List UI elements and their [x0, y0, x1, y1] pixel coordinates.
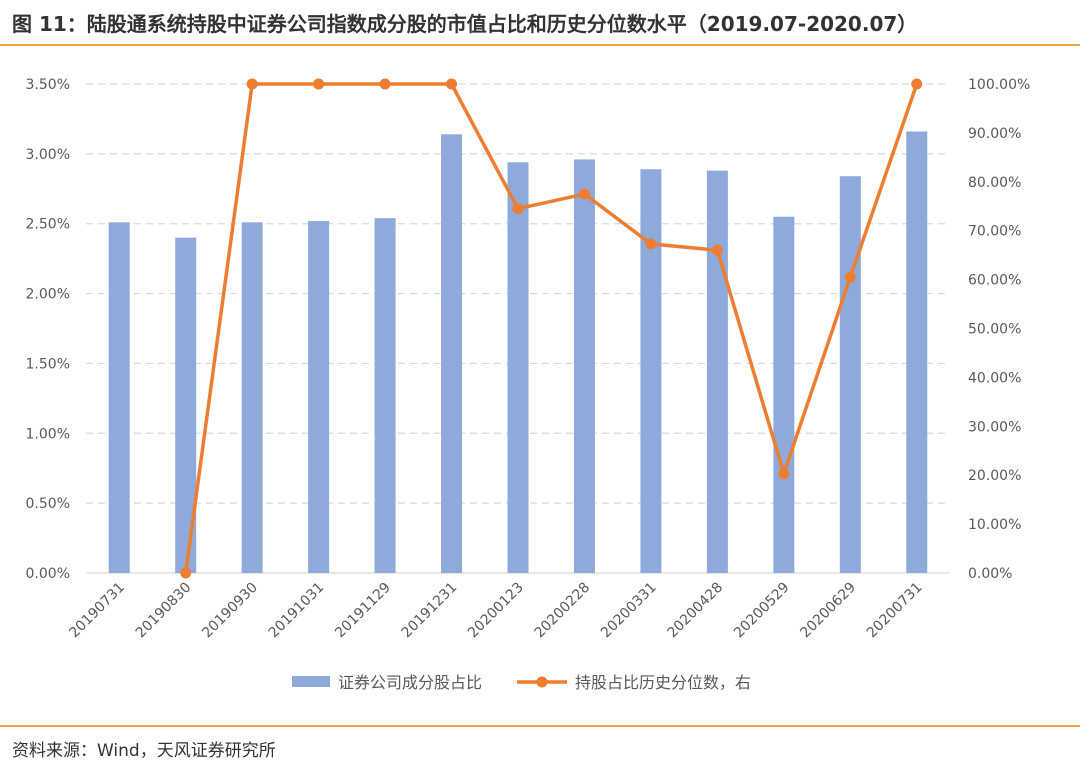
bar	[108, 222, 130, 573]
line-point	[778, 468, 790, 480]
legend-bar-label: 证券公司成分股占比	[338, 673, 482, 692]
bar	[640, 169, 662, 573]
bar	[706, 170, 728, 573]
left-tick-label: 3.00%	[26, 147, 70, 163]
bar	[241, 222, 263, 573]
x-tick-label: 20200629	[797, 580, 859, 642]
bar	[906, 131, 928, 573]
right-tick-label: 20.00%	[968, 468, 1021, 484]
x-tick-label: 20191231	[399, 580, 461, 642]
line-point	[645, 238, 657, 250]
line-point	[246, 78, 258, 90]
right-tick-label: 70.00%	[968, 224, 1021, 240]
x-tick-label: 20200228	[532, 580, 594, 642]
bar-series	[108, 131, 928, 574]
line-point	[180, 567, 192, 579]
x-tick-label: 20200731	[864, 580, 926, 642]
legend: 证券公司成分股占比 持股占比历史分位数，右	[292, 673, 751, 692]
bar	[374, 218, 396, 573]
x-tick-label: 20191129	[332, 580, 394, 642]
bar	[573, 159, 595, 573]
x-tick-label: 20200428	[665, 580, 727, 642]
x-tick-label: 20200331	[598, 580, 660, 642]
right-tick-label: 0.00%	[968, 566, 1012, 582]
right-tick-label: 10.00%	[968, 517, 1021, 533]
line-point	[313, 78, 325, 90]
line-point	[844, 271, 856, 283]
line-point	[911, 78, 923, 90]
right-tick-label: 80.00%	[968, 175, 1021, 191]
x-axis-ticks: 20190731 20190830 20190930 20191031 20191129…	[66, 580, 925, 642]
right-tick-label: 60.00%	[968, 273, 1021, 289]
right-tick-label: 50.00%	[968, 322, 1021, 338]
line-point	[711, 244, 723, 256]
x-tick-label: 20190930	[199, 580, 261, 642]
x-tick-label: 20191031	[266, 580, 328, 642]
left-tick-label: 2.50%	[26, 217, 70, 233]
right-tick-label: 30.00%	[968, 419, 1021, 435]
combo-chart: 0.00% 0.50% 1.00% 1.50% 2.00% 2.50% 3.00% 3.50%…	[26, 77, 1031, 692]
source-note: 资料来源：Wind，天风证券研究所	[12, 741, 276, 761]
left-tick-label: 3.50%	[26, 77, 70, 93]
line-path	[183, 82, 919, 574]
right-tick-label: 40.00%	[968, 370, 1021, 386]
legend-line-label: 持股占比历史分位数，右	[575, 673, 751, 692]
bar	[441, 134, 463, 573]
line-point	[379, 78, 391, 90]
right-tick-label: 90.00%	[968, 126, 1021, 142]
x-tick-label: 20200529	[731, 580, 793, 642]
left-tick-label: 0.00%	[26, 566, 70, 582]
left-tick-label: 0.50%	[26, 496, 70, 512]
gridlines	[86, 83, 950, 574]
bar	[839, 176, 861, 573]
line-series	[180, 78, 923, 579]
legend-bar-swatch	[292, 676, 330, 687]
line-point	[512, 203, 524, 215]
bar	[175, 237, 197, 573]
bar	[507, 162, 529, 574]
left-tick-label: 1.00%	[26, 426, 70, 442]
left-axis-ticks: 0.00% 0.50% 1.00% 1.50% 2.00% 2.50% 3.00% 3.50%	[26, 77, 70, 582]
title-divider	[0, 44, 1080, 46]
x-tick-label: 20190731	[66, 580, 128, 642]
bar	[773, 216, 795, 573]
legend-line-marker	[536, 676, 548, 688]
left-tick-label: 1.50%	[26, 356, 70, 372]
right-tick-label: 100.00%	[968, 77, 1030, 93]
left-tick-label: 2.00%	[26, 287, 70, 303]
line-point	[446, 78, 458, 90]
bar	[308, 220, 330, 574]
x-tick-label: 20190830	[133, 580, 195, 642]
line-point	[578, 188, 590, 200]
footer-divider	[0, 725, 1080, 727]
x-tick-label: 20200123	[465, 580, 527, 642]
right-axis-ticks: 0.00% 10.00% 20.00% 30.00% 40.00% 50.00% 60.00…	[968, 77, 1030, 582]
chart-title: 图 11：陆股通系统持股中证券公司指数成分股的市值占比和历史分位数水平（2019…	[12, 12, 918, 36]
